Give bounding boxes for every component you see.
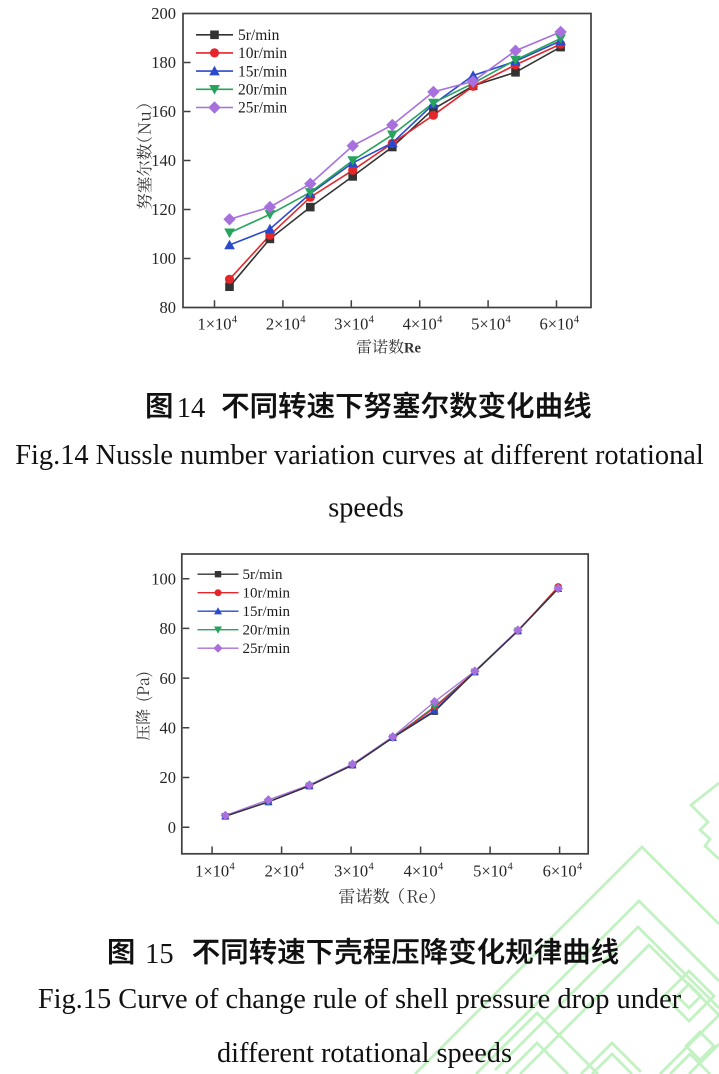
- svg-text:4: 4: [437, 315, 443, 326]
- svg-text:10r/min: 10r/min: [243, 586, 291, 602]
- svg-text:4: 4: [369, 315, 375, 326]
- svg-text:4: 4: [232, 315, 238, 326]
- svg-text:4: 4: [574, 315, 580, 326]
- svg-text:1×10: 1×10: [197, 315, 231, 334]
- svg-text:15: 15: [145, 939, 174, 970]
- svg-text:Re: Re: [404, 341, 421, 357]
- svg-text:100: 100: [151, 249, 176, 268]
- svg-text:3×10: 3×10: [334, 862, 368, 881]
- svg-text:160: 160: [151, 102, 176, 121]
- svg-text:100: 100: [151, 569, 176, 588]
- svg-text:4: 4: [505, 315, 511, 326]
- svg-text:15r/min: 15r/min: [243, 604, 291, 620]
- svg-text:Fig.14 Nussle number variation: Fig.14 Nussle number variation curves at…: [15, 440, 704, 471]
- svg-text:5r/min: 5r/min: [238, 27, 280, 44]
- svg-text:20: 20: [160, 768, 177, 787]
- svg-text:180: 180: [151, 53, 176, 72]
- svg-text:1×10: 1×10: [195, 862, 229, 881]
- svg-text:200: 200: [151, 4, 176, 23]
- svg-text:25r/min: 25r/min: [238, 100, 287, 117]
- svg-text:0: 0: [168, 818, 176, 837]
- svg-text:40: 40: [160, 719, 177, 738]
- svg-text:4: 4: [368, 862, 374, 873]
- svg-text:15r/min: 15r/min: [238, 63, 287, 80]
- svg-text:10r/min: 10r/min: [238, 45, 287, 62]
- svg-text:5×10: 5×10: [471, 315, 505, 334]
- svg-text:20r/min: 20r/min: [243, 623, 291, 639]
- svg-text:4: 4: [229, 862, 235, 873]
- svg-text:4×10: 4×10: [403, 315, 437, 334]
- svg-text:60: 60: [160, 669, 177, 688]
- svg-text:14: 14: [177, 393, 206, 424]
- svg-text:4: 4: [438, 862, 444, 873]
- svg-text:2×10: 2×10: [265, 862, 299, 881]
- svg-text:120: 120: [151, 200, 176, 219]
- svg-text:6×10: 6×10: [539, 315, 573, 334]
- svg-text:4: 4: [299, 862, 305, 873]
- svg-text:2×10: 2×10: [266, 315, 300, 334]
- svg-text:3×10: 3×10: [334, 315, 368, 334]
- svg-text:6×10: 6×10: [543, 862, 577, 881]
- svg-text:5×10: 5×10: [473, 862, 507, 881]
- svg-text:Fig.15 Curve of change rule of: Fig.15 Curve of change rule of shell pre…: [38, 984, 682, 1015]
- svg-text:20r/min: 20r/min: [238, 82, 287, 99]
- svg-text:25r/min: 25r/min: [243, 641, 291, 657]
- svg-text:4: 4: [577, 862, 583, 873]
- svg-text:5r/min: 5r/min: [243, 567, 283, 583]
- svg-text:140: 140: [151, 151, 176, 170]
- svg-text:4×10: 4×10: [404, 862, 438, 881]
- svg-text:4: 4: [507, 862, 513, 873]
- svg-text:speeds: speeds: [328, 493, 403, 524]
- svg-text:4: 4: [300, 315, 306, 326]
- svg-text:different rotational speeds: different rotational speeds: [217, 1038, 512, 1069]
- svg-text:80: 80: [160, 619, 177, 638]
- svg-text:80: 80: [160, 298, 177, 317]
